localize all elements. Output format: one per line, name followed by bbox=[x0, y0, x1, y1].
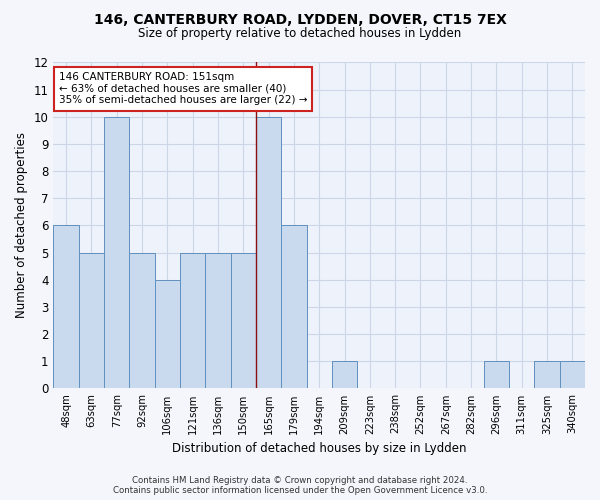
Bar bbox=[560, 362, 585, 388]
Bar bbox=[104, 117, 130, 388]
Bar bbox=[155, 280, 180, 388]
Bar bbox=[53, 226, 79, 388]
Text: 146, CANTERBURY ROAD, LYDDEN, DOVER, CT15 7EX: 146, CANTERBURY ROAD, LYDDEN, DOVER, CT1… bbox=[94, 12, 506, 26]
Bar bbox=[180, 252, 205, 388]
Bar bbox=[79, 252, 104, 388]
Bar bbox=[484, 362, 509, 388]
Bar bbox=[535, 362, 560, 388]
Bar bbox=[205, 252, 230, 388]
X-axis label: Distribution of detached houses by size in Lydden: Distribution of detached houses by size … bbox=[172, 442, 466, 455]
Text: Contains HM Land Registry data © Crown copyright and database right 2024.
Contai: Contains HM Land Registry data © Crown c… bbox=[113, 476, 487, 495]
Bar bbox=[130, 252, 155, 388]
Bar bbox=[281, 226, 307, 388]
Bar bbox=[332, 362, 357, 388]
Y-axis label: Number of detached properties: Number of detached properties bbox=[15, 132, 28, 318]
Bar bbox=[230, 252, 256, 388]
Bar bbox=[256, 117, 281, 388]
Text: 146 CANTERBURY ROAD: 151sqm
← 63% of detached houses are smaller (40)
35% of sem: 146 CANTERBURY ROAD: 151sqm ← 63% of det… bbox=[59, 72, 307, 106]
Text: Size of property relative to detached houses in Lydden: Size of property relative to detached ho… bbox=[139, 28, 461, 40]
